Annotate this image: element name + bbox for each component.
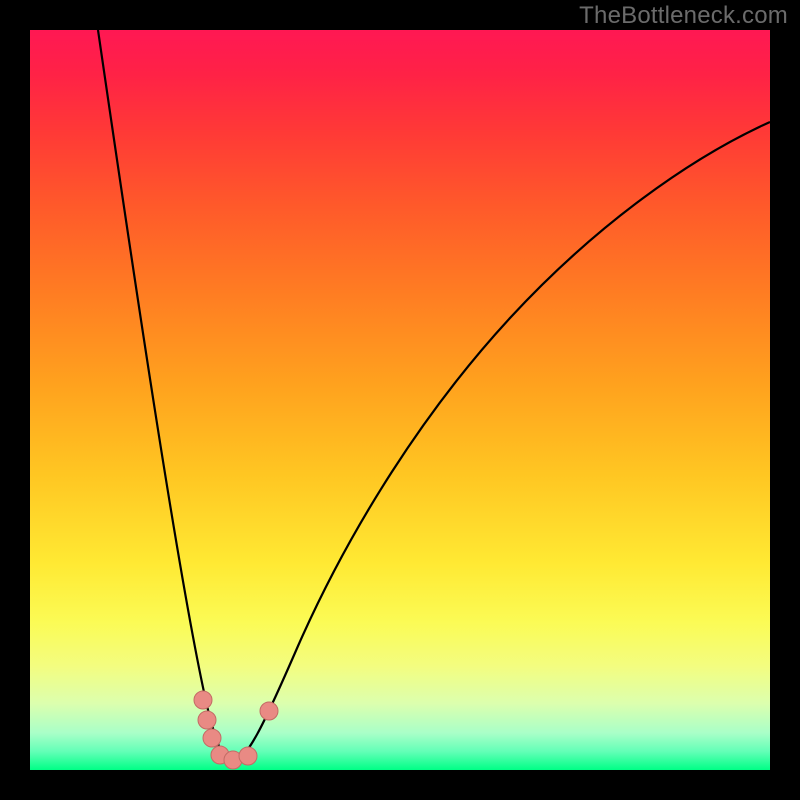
data-marker xyxy=(203,729,221,747)
bottleneck-chart xyxy=(0,0,800,800)
data-marker xyxy=(239,747,257,765)
watermark-text: TheBottleneck.com xyxy=(579,2,788,30)
data-marker xyxy=(260,702,278,720)
data-marker xyxy=(194,691,212,709)
gradient-rect xyxy=(30,30,770,770)
data-marker xyxy=(198,711,216,729)
chart-container: TheBottleneck.com xyxy=(0,0,800,800)
